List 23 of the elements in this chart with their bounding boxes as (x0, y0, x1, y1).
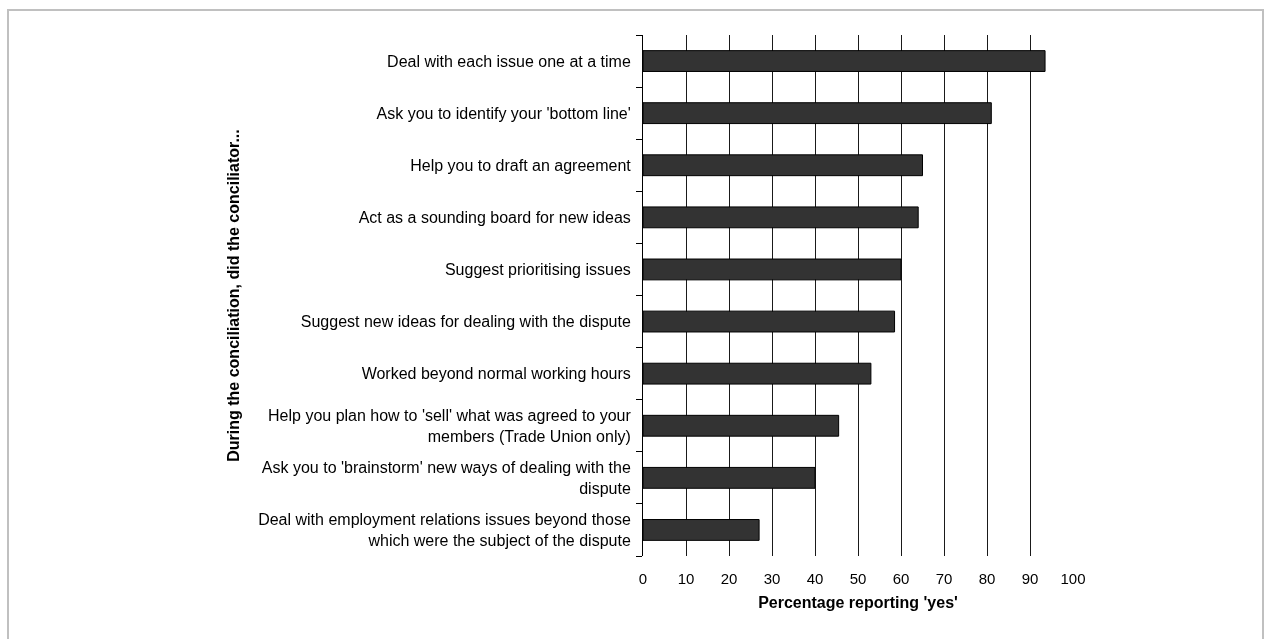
x-axis-title: Percentage reporting 'yes' (758, 593, 958, 611)
y-tick-label: Ask you to 'brainstorm' new ways of dealing with the dispute (261, 459, 631, 497)
y-tick-label: Suggest prioritising issues (444, 261, 631, 279)
x-tick-label: 70 (935, 570, 953, 587)
y-tick-label: Act as a sounding board for new ideas (358, 208, 631, 226)
x-tick-label: 80 (978, 570, 996, 587)
y-tick-label: Help you plan how to 'sell' what was agreed to your members (Trade Union only) (268, 406, 632, 445)
x-tick-label: 0 (638, 570, 648, 587)
x-tick-label: 90 (1021, 570, 1039, 587)
y-tick-label: Help you to draft an agreement (410, 156, 632, 174)
x-tick-label: 100 (1060, 570, 1086, 587)
x-tick-label: 60 (892, 570, 910, 587)
x-tick-label: 10 (677, 570, 695, 587)
y-axis-title: During the conciliation, did the conciliator... (225, 129, 243, 462)
y-tick-label: Suggest new ideas for dealing with the dispute (300, 313, 631, 331)
x-tick-label: 30 (763, 570, 781, 587)
x-tick-label: 50 (849, 570, 867, 587)
y-tick-label: Worked beyond normal working hours (361, 365, 631, 383)
x-tick-label: 20 (720, 570, 738, 587)
y-tick-label: Ask you to identify your 'bottom line' (376, 104, 631, 122)
y-tick-label: Deal with each issue one at a time (387, 52, 631, 70)
y-tick-label: Deal with employment relations issues beyond those which were the subject of the dispute (258, 511, 631, 549)
x-tick-label: 40 (806, 570, 824, 587)
